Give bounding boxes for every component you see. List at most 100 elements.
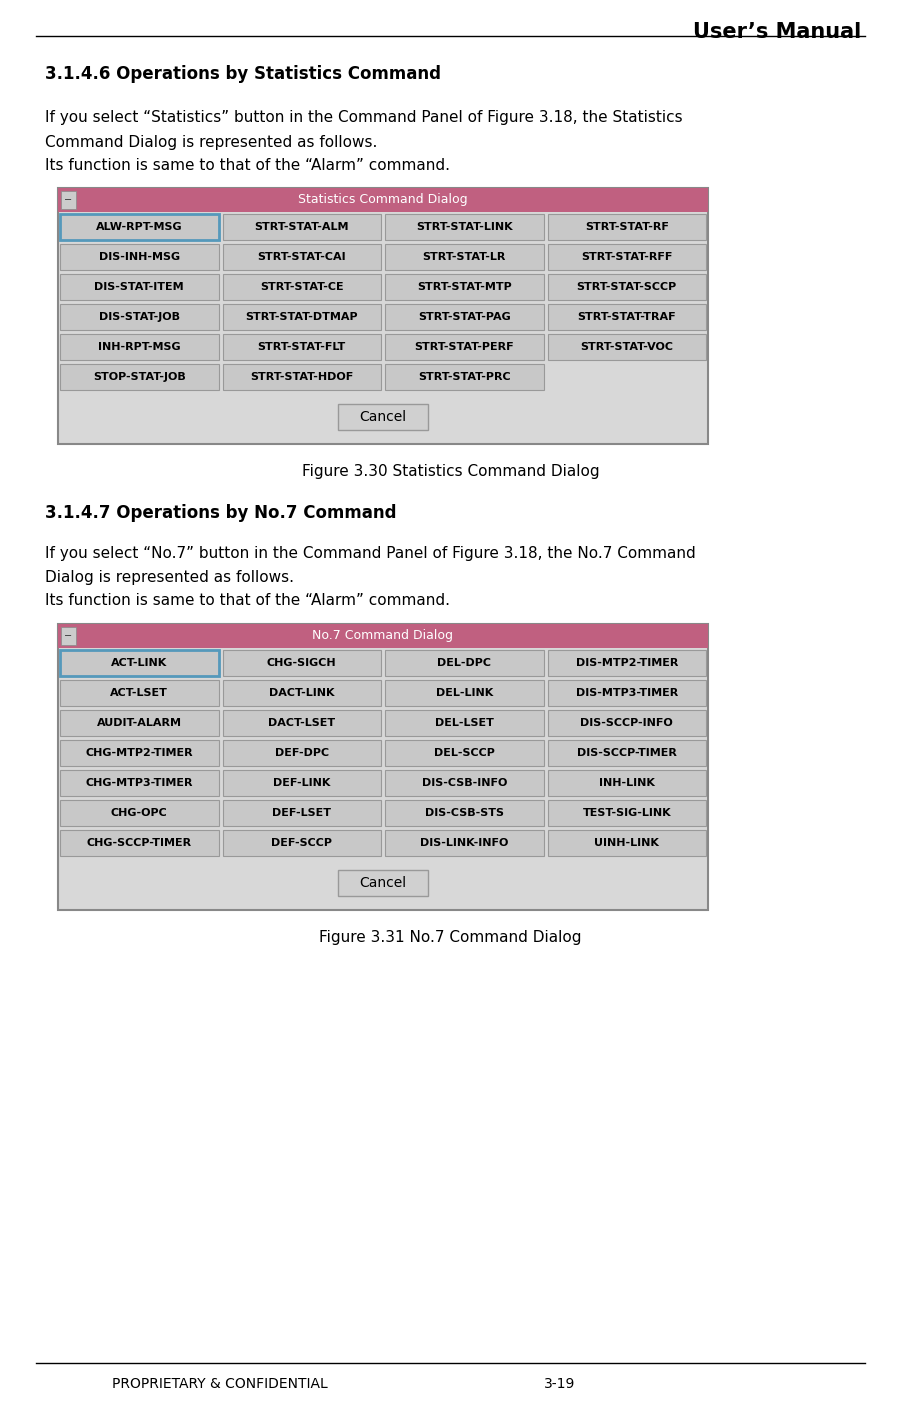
Text: DIS-MTP3-TIMER: DIS-MTP3-TIMER xyxy=(576,688,678,698)
Bar xyxy=(385,364,543,390)
Text: CHG-MTP3-TIMER: CHG-MTP3-TIMER xyxy=(86,778,193,788)
Text: INH-LINK: INH-LINK xyxy=(599,778,655,788)
Bar xyxy=(60,830,219,855)
Text: −: − xyxy=(64,630,72,642)
Text: 3-19: 3-19 xyxy=(544,1377,576,1392)
Text: Its function is same to that of the “Alarm” command.: Its function is same to that of the “Ala… xyxy=(45,158,450,173)
Text: ALW-RPT-MSG: ALW-RPT-MSG xyxy=(96,222,183,232)
Bar xyxy=(60,274,219,300)
Bar xyxy=(61,628,76,644)
Text: UINH-LINK: UINH-LINK xyxy=(595,839,660,848)
Text: PROPRIETARY & CONFIDENTIAL: PROPRIETARY & CONFIDENTIAL xyxy=(112,1377,328,1392)
Text: AUDIT-ALARM: AUDIT-ALARM xyxy=(96,718,182,727)
Text: DIS-CSB-INFO: DIS-CSB-INFO xyxy=(422,778,507,788)
Text: CHG-SIGCH: CHG-SIGCH xyxy=(267,658,337,668)
Text: STRT-STAT-RFF: STRT-STAT-RFF xyxy=(581,252,672,262)
Text: ACT-LSET: ACT-LSET xyxy=(110,688,168,698)
Text: Its function is same to that of the “Alarm” command.: Its function is same to that of the “Ala… xyxy=(45,592,450,608)
Bar xyxy=(223,680,381,706)
Text: STRT-STAT-ALM: STRT-STAT-ALM xyxy=(254,222,349,232)
Text: CHG-OPC: CHG-OPC xyxy=(111,808,168,817)
Bar xyxy=(223,243,381,270)
Bar xyxy=(548,333,706,360)
Text: DEL-DPC: DEL-DPC xyxy=(437,658,491,668)
Text: Cancel: Cancel xyxy=(359,409,406,424)
Text: DIS-LINK-INFO: DIS-LINK-INFO xyxy=(420,839,508,848)
Text: Cancel: Cancel xyxy=(359,877,406,891)
Text: DIS-CSB-STS: DIS-CSB-STS xyxy=(424,808,504,817)
Bar xyxy=(385,274,543,300)
Text: DIS-SCCP-TIMER: DIS-SCCP-TIMER xyxy=(577,749,677,758)
Bar xyxy=(385,243,543,270)
Bar xyxy=(385,214,543,241)
Text: DIS-MTP2-TIMER: DIS-MTP2-TIMER xyxy=(576,658,678,668)
Bar xyxy=(60,740,219,765)
Bar xyxy=(548,770,706,796)
Text: User’s Manual: User’s Manual xyxy=(693,23,861,42)
Bar xyxy=(385,680,543,706)
Bar xyxy=(58,189,708,212)
Text: STRT-STAT-FLT: STRT-STAT-FLT xyxy=(258,342,346,352)
Bar xyxy=(58,189,708,445)
Bar xyxy=(548,680,706,706)
Bar xyxy=(223,830,381,855)
Bar xyxy=(58,623,708,649)
Bar xyxy=(223,214,381,241)
Bar xyxy=(223,711,381,736)
Text: DIS-STAT-JOB: DIS-STAT-JOB xyxy=(99,312,180,322)
Text: STRT-STAT-LINK: STRT-STAT-LINK xyxy=(416,222,513,232)
Text: STRT-STAT-MTP: STRT-STAT-MTP xyxy=(417,281,512,293)
Text: If you select “Statistics” button in the Command Panel of Figure 3.18, the Stati: If you select “Statistics” button in the… xyxy=(45,110,683,125)
Text: 3.1.4.6 Operations by Statistics Command: 3.1.4.6 Operations by Statistics Command xyxy=(45,65,441,83)
Text: STOP-STAT-JOB: STOP-STAT-JOB xyxy=(93,371,186,381)
Bar xyxy=(223,364,381,390)
Bar xyxy=(223,770,381,796)
Bar xyxy=(338,870,428,896)
Text: CHG-MTP2-TIMER: CHG-MTP2-TIMER xyxy=(86,749,193,758)
Text: Dialog is represented as follows.: Dialog is represented as follows. xyxy=(45,570,294,585)
Text: DIS-SCCP-INFO: DIS-SCCP-INFO xyxy=(580,718,673,727)
Bar xyxy=(60,711,219,736)
Bar xyxy=(548,830,706,855)
Bar xyxy=(223,650,381,675)
Bar xyxy=(385,650,543,675)
Text: DACT-LINK: DACT-LINK xyxy=(269,688,334,698)
Text: DEF-LSET: DEF-LSET xyxy=(272,808,332,817)
Text: STRT-STAT-HDOF: STRT-STAT-HDOF xyxy=(250,371,353,381)
Text: Statistics Command Dialog: Statistics Command Dialog xyxy=(298,194,468,207)
Bar xyxy=(60,801,219,826)
Bar xyxy=(60,680,219,706)
Text: STRT-STAT-VOC: STRT-STAT-VOC xyxy=(580,342,673,352)
Bar xyxy=(548,740,706,765)
Text: −: − xyxy=(64,196,72,205)
Text: TEST-SIG-LINK: TEST-SIG-LINK xyxy=(582,808,671,817)
Bar xyxy=(61,191,76,210)
Bar xyxy=(223,274,381,300)
Bar xyxy=(385,770,543,796)
Text: DACT-LSET: DACT-LSET xyxy=(268,718,335,727)
Text: STRT-STAT-PRC: STRT-STAT-PRC xyxy=(418,371,511,381)
Bar xyxy=(60,333,219,360)
Bar xyxy=(548,650,706,675)
Text: CHG-SCCP-TIMER: CHG-SCCP-TIMER xyxy=(86,839,192,848)
Text: DIS-STAT-ITEM: DIS-STAT-ITEM xyxy=(95,281,184,293)
Text: If you select “No.7” button in the Command Panel of Figure 3.18, the No.7 Comman: If you select “No.7” button in the Comma… xyxy=(45,546,696,561)
Text: 3.1.4.7 Operations by No.7 Command: 3.1.4.7 Operations by No.7 Command xyxy=(45,504,396,522)
Text: DEL-LINK: DEL-LINK xyxy=(435,688,493,698)
Text: STRT-STAT-SCCP: STRT-STAT-SCCP xyxy=(577,281,677,293)
Text: No.7 Command Dialog: No.7 Command Dialog xyxy=(313,629,453,643)
Bar xyxy=(60,364,219,390)
Text: DEL-SCCP: DEL-SCCP xyxy=(433,749,495,758)
Bar xyxy=(223,801,381,826)
Bar xyxy=(548,801,706,826)
Text: ACT-LINK: ACT-LINK xyxy=(111,658,168,668)
Text: STRT-STAT-DTMAP: STRT-STAT-DTMAP xyxy=(245,312,358,322)
Bar xyxy=(548,304,706,331)
Text: INH-RPT-MSG: INH-RPT-MSG xyxy=(98,342,180,352)
Bar xyxy=(385,801,543,826)
Text: DEL-LSET: DEL-LSET xyxy=(435,718,494,727)
Bar xyxy=(60,243,219,270)
Text: DIS-INH-MSG: DIS-INH-MSG xyxy=(99,252,180,262)
Bar xyxy=(548,243,706,270)
Text: Figure 3.30 Statistics Command Dialog: Figure 3.30 Statistics Command Dialog xyxy=(302,464,599,478)
